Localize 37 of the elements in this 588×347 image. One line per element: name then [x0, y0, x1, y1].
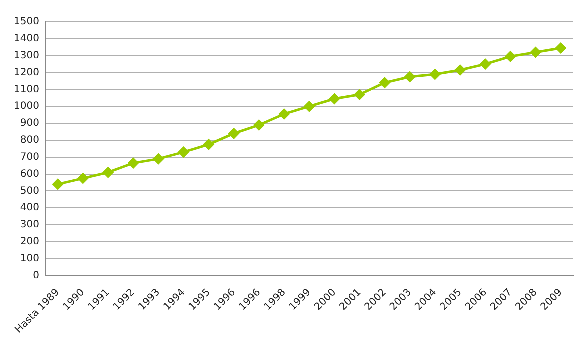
- y-tick-label: 200: [20, 236, 40, 248]
- y-tick-label: 100: [20, 254, 40, 265]
- point: [380, 78, 390, 88]
- point: [78, 173, 88, 184]
- y-tick-label: 1500: [14, 16, 40, 28]
- point: [556, 42, 566, 54]
- y-tick-label: 1100: [14, 84, 40, 96]
- y-tick-label: 700: [20, 152, 40, 163]
- point: [505, 51, 516, 62]
- y-tick-label: 1400: [14, 34, 40, 45]
- y-tick-label: 0: [33, 270, 40, 282]
- y-tick-label: 600: [20, 168, 40, 180]
- y-tick-label: 400: [20, 202, 40, 214]
- point: [153, 154, 164, 164]
- point: [480, 59, 491, 70]
- point: [304, 101, 315, 112]
- point: [178, 147, 189, 158]
- point: [455, 64, 466, 76]
- point: [103, 167, 114, 178]
- point: [354, 90, 366, 100]
- point: [530, 47, 542, 58]
- point: [430, 69, 440, 80]
- point: [279, 108, 290, 120]
- point: [52, 179, 64, 190]
- y-tick-label: 1000: [14, 101, 40, 112]
- y-tick-label: 800: [20, 135, 40, 146]
- y-tick-label: 1300: [14, 50, 40, 62]
- y-tick-label: 500: [20, 186, 40, 197]
- point: [254, 120, 264, 130]
- point: [128, 158, 139, 169]
- y-tick-label: 1200: [14, 67, 40, 78]
- y-tick-label: 300: [20, 220, 40, 231]
- point: [404, 72, 416, 82]
- point: [228, 128, 240, 139]
- point: [204, 139, 214, 150]
- point: [329, 94, 340, 104]
- y-tick-label: 900: [20, 118, 40, 130]
